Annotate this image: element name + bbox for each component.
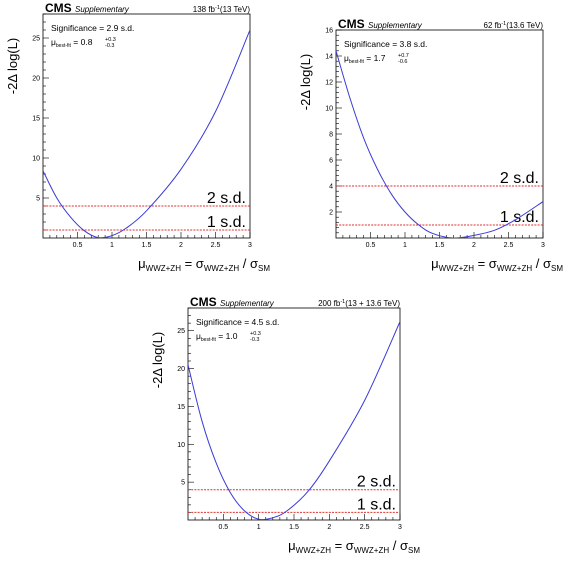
best-fit-text: μbest-fit = 1.7 xyxy=(344,53,386,65)
y-tick-label: 20 xyxy=(177,366,185,373)
y-tick-label: 2 xyxy=(329,210,333,217)
y-tick-label: 12 xyxy=(325,80,333,87)
supplementary-label: Supplementary xyxy=(368,21,423,30)
x-tick-label: 2 xyxy=(179,242,183,249)
significance-text: Significance = 3.8 s.d. xyxy=(344,39,427,49)
x-tick-label: 3 xyxy=(248,242,252,249)
x-axis-label: μWWZ+ZH = σWWZ+ZH / σSM xyxy=(138,256,270,273)
best-fit-down: -0.3 xyxy=(105,43,114,49)
x-tick-label: 1 xyxy=(403,242,407,249)
y-tick-label: 5 xyxy=(36,196,40,203)
y-axis-label: -2Δ log(L) xyxy=(298,54,313,110)
x-tick-label: 1 xyxy=(110,242,114,249)
x-tick-label: 1.5 xyxy=(435,242,445,249)
best-fit-text: μbest-fit = 0.8 xyxy=(51,37,93,49)
sd-label-2: 2 s.d. xyxy=(500,170,539,187)
x-tick-label: 1.5 xyxy=(142,242,152,249)
y-tick-label: 25 xyxy=(32,36,40,43)
y-tick-label: 15 xyxy=(177,404,185,411)
y-tick-label: 14 xyxy=(325,54,333,61)
y-tick-label: 6 xyxy=(329,158,333,165)
y-tick-label: 20 xyxy=(32,76,40,83)
sd-label-2: 2 s.d. xyxy=(357,474,396,491)
y-tick-label: 16 xyxy=(325,28,333,35)
x-tick-label: 3 xyxy=(541,242,545,249)
x-tick-label: 1 xyxy=(257,524,261,531)
experiment-label: CMS xyxy=(45,1,72,15)
likelihood-curve xyxy=(43,29,250,238)
sd-label-1: 1 s.d. xyxy=(357,496,396,513)
sd-label-1: 1 s.d. xyxy=(207,214,246,231)
x-axis-label: μWWZ+ZH = σWWZ+ZH / σSM xyxy=(431,256,563,273)
x-tick-label: 2.5 xyxy=(360,524,370,531)
y-tick-label: 25 xyxy=(177,328,185,335)
best-fit-up: +0.3 xyxy=(250,331,261,337)
x-tick-label: 0.5 xyxy=(73,242,83,249)
y-tick-label: 5 xyxy=(181,480,185,487)
best-fit-down: -0.6 xyxy=(398,59,407,65)
y-tick-label: 10 xyxy=(32,156,40,163)
x-tick-label: 0.5 xyxy=(218,524,228,531)
x-tick-label: 2 xyxy=(327,524,331,531)
best-fit-up: +0.7 xyxy=(398,53,409,59)
chart-panel-1: 0.5 1 1.5 2 2.5 3 5 10 15 20 25 1 s.d. 2 s.d. CMS Supp… xyxy=(5,1,270,273)
likelihood-curve xyxy=(188,321,400,520)
x-tick-label: 0.5 xyxy=(366,242,376,249)
y-tick-label: 10 xyxy=(177,442,185,449)
luminosity-label: 138 fb-1(13 TeV) xyxy=(193,5,251,14)
y-axis-label: -2Δ log(L) xyxy=(5,38,20,94)
significance-text: Significance = 4.5 s.d. xyxy=(196,317,279,327)
best-fit-text: μbest-fit = 1.0 xyxy=(196,331,238,343)
experiment-label: CMS xyxy=(190,295,217,309)
y-axis-label: -2Δ log(L) xyxy=(150,332,165,388)
x-tick-label: 2.5 xyxy=(504,242,514,249)
luminosity-label: 62 fb-1(13.6 TeV) xyxy=(484,21,544,30)
x-axis-label: μWWZ+ZH = σWWZ+ZH / σSM xyxy=(288,538,420,555)
x-tick-label: 3 xyxy=(398,524,402,531)
significance-text: Significance = 2.9 s.d. xyxy=(51,23,134,33)
y-tick-label: 15 xyxy=(32,116,40,123)
x-tick-label: 2.5 xyxy=(211,242,221,249)
y-tick-label: 10 xyxy=(325,106,333,113)
luminosity-label: 200 fb-1(13 + 13.6 TeV) xyxy=(318,299,400,308)
sd-label-2: 2 s.d. xyxy=(207,190,246,207)
y-tick-label: 8 xyxy=(329,132,333,139)
likelihood-curve xyxy=(336,50,543,238)
chart-panel-3: 0.5 1 1.5 2 2.5 3 5 10 15 20 25 1 s.d. 2 s.d. CMS Supp… xyxy=(150,295,420,555)
x-tick-label: 2 xyxy=(472,242,476,249)
x-tick-label: 1.5 xyxy=(289,524,299,531)
best-fit-down: -0.3 xyxy=(250,337,259,343)
y-tick-label: 4 xyxy=(329,184,333,191)
supplementary-label: Supplementary xyxy=(220,299,275,308)
best-fit-up: +0.3 xyxy=(105,37,116,43)
supplementary-label: Supplementary xyxy=(75,5,130,14)
experiment-label: CMS xyxy=(338,17,365,31)
